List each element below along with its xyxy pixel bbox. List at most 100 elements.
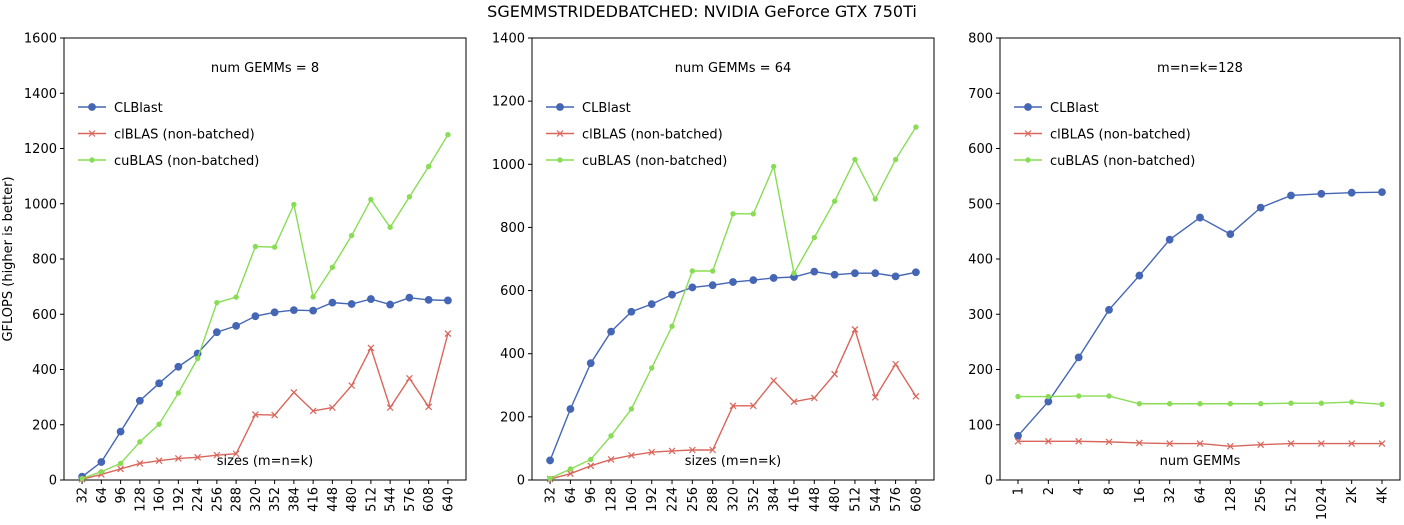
data-point [730,211,736,217]
data-point [1014,437,1022,445]
legend-label: cuBLAS (non-batched) [1050,154,1195,169]
data-point [348,232,355,239]
data-point [1379,401,1385,408]
legend-item: clBLAS (non-batched) [78,128,255,143]
x-tick-label: 160 [153,487,168,512]
legend-item: cuBLAS (non-batched) [546,154,727,169]
data-point [607,327,615,336]
data-point [1378,188,1386,197]
data-point [892,156,899,163]
data-point [791,270,797,276]
data-point [194,355,201,362]
data-point [668,447,676,455]
data-point [1135,271,1144,280]
x-tick-label: 1 [1012,487,1027,495]
x-tick-label: 2K [1345,487,1360,504]
data-point [1287,440,1295,447]
x-tick-label: 224 [191,487,206,512]
series-line [549,270,917,461]
x-tick-label: 96 [584,487,599,504]
data-point [627,451,635,459]
legend-marker [89,157,95,163]
subplot-3: 0 100 200 300 400 500 600 700 800 1 2 4 8 16 32 64 128 25… [968,32,1401,520]
legend-marker [1024,103,1032,111]
x-tick-label: 416 [787,487,802,512]
data-point [547,475,553,482]
x-tick-label: 544 [869,487,884,512]
y-tick-label: 700 [968,87,993,102]
series-line [81,333,449,480]
data-point [1226,230,1235,239]
x-tick-label: 512 [1285,487,1300,512]
data-point [749,402,757,410]
series-line [1017,191,1383,437]
data-point [1014,431,1022,440]
series-cublas [547,124,919,482]
data-point [750,211,757,217]
series-line [81,134,449,480]
data-point [729,402,737,410]
data-point [1015,393,1021,400]
data-point [872,196,878,202]
data-point [310,294,316,300]
data-point [1075,437,1083,445]
data-point [405,374,413,382]
data-point [251,312,260,321]
data-point [810,267,819,276]
data-point [1045,393,1052,400]
legend-label: CLBlast [1050,101,1099,116]
data-point [309,407,317,415]
x-tick-label: 608 [909,487,924,512]
x-tick-label: 128 [133,487,148,512]
y-tick-label: 600 [968,142,993,157]
x-axis-label: sizes (m=n=k) [685,454,781,469]
data-point [290,389,298,396]
data-point [770,377,778,384]
x-tick-label: 64 [95,487,110,504]
data-point [1317,189,1326,198]
legend-label: CLBlast [582,101,631,116]
x-tick-label: 544 [384,487,399,512]
data-point [98,469,105,475]
data-point [892,360,900,368]
data-point [213,451,221,459]
x-tick-label: 352 [747,487,762,512]
data-point [669,323,675,329]
y-tick-label: 800 [968,32,993,47]
data-point [912,392,920,400]
y-tick-label: 1200 [492,95,525,110]
y-tick-label: 400 [968,253,993,268]
data-point [587,462,595,470]
data-point [811,234,817,241]
x-tick-label: 352 [268,487,283,512]
y-tick-label: 0 [49,474,57,489]
data-point [1075,393,1082,399]
legend-item: cuBLAS (non-batched) [78,154,259,169]
x-tick-label: 32 [1163,487,1178,504]
x-tick-label: 192 [172,487,187,512]
y-tick-label: 1600 [24,32,57,47]
legend-marker [88,130,96,137]
data-point [117,460,124,467]
x-tick-label: 128 [605,487,620,512]
x-tick-label: 448 [808,487,823,512]
subplot-2: 0 200 400 600 800 1000 1200 1400 32 64 96 128 160 192… [492,32,935,512]
data-point [116,427,125,436]
x-tick-label: 256 [1254,487,1269,512]
x-tick-label: 480 [828,487,843,512]
data-point [366,295,375,303]
data-point [368,196,374,203]
series-clblast [78,293,452,481]
y-tick-label: 500 [968,197,993,212]
data-point [628,406,635,412]
x-tick-label: 8 [1103,487,1118,495]
legend-item: cuBLAS (non-batched) [1014,154,1195,169]
series-line [549,126,917,480]
legend-item: CLBlast [546,101,631,116]
data-point [566,470,574,478]
data-point [1105,438,1113,446]
data-point [174,362,183,371]
data-point [566,405,575,413]
data-point [1348,440,1356,447]
